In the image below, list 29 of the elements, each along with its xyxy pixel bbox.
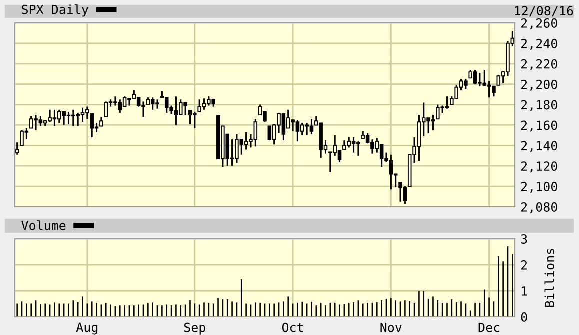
y-tick-label: 2,240 [521, 38, 558, 50]
legend-label: Volume [22, 220, 66, 230]
y-tick-label: 2,200 [521, 80, 558, 91]
candlestick [104, 100, 108, 118]
candlestick [268, 126, 272, 142]
y-tick-label: 1 [522, 286, 528, 296]
candlestick [361, 130, 366, 139]
candlestick [146, 96, 150, 106]
y-tick-label: 2,160 [521, 120, 558, 132]
x-tick-label: Nov [380, 323, 402, 332]
y-tick-label: 2,180 [521, 100, 558, 112]
y-tick-label: 2,260 [521, 18, 558, 30]
x-tick-label: Aug [76, 322, 98, 335]
candlestick [496, 74, 501, 86]
y-tick-label: 2 [521, 260, 528, 270]
y-tick-label: 2,140 [521, 141, 558, 152]
x-tick-label: Dec [478, 323, 500, 332]
text: 12/08/16 [515, 6, 574, 17]
y-tick-label: 0 [521, 312, 528, 322]
y-tick-label: 2,080 [521, 202, 558, 214]
y-axis-title: Billions [544, 249, 554, 308]
y-tick-label: 2,220 [521, 59, 558, 70]
legend-label: SPX Daily [22, 4, 88, 17]
y-tick-label: 2,120 [521, 162, 558, 173]
x-tick-label: Oct [282, 322, 304, 332]
x-tick-label: Sep [184, 322, 206, 335]
y-tick-label: 3 [521, 234, 528, 244]
y-tick-label: 2,100 [521, 182, 558, 194]
candlestick [100, 116, 104, 127]
